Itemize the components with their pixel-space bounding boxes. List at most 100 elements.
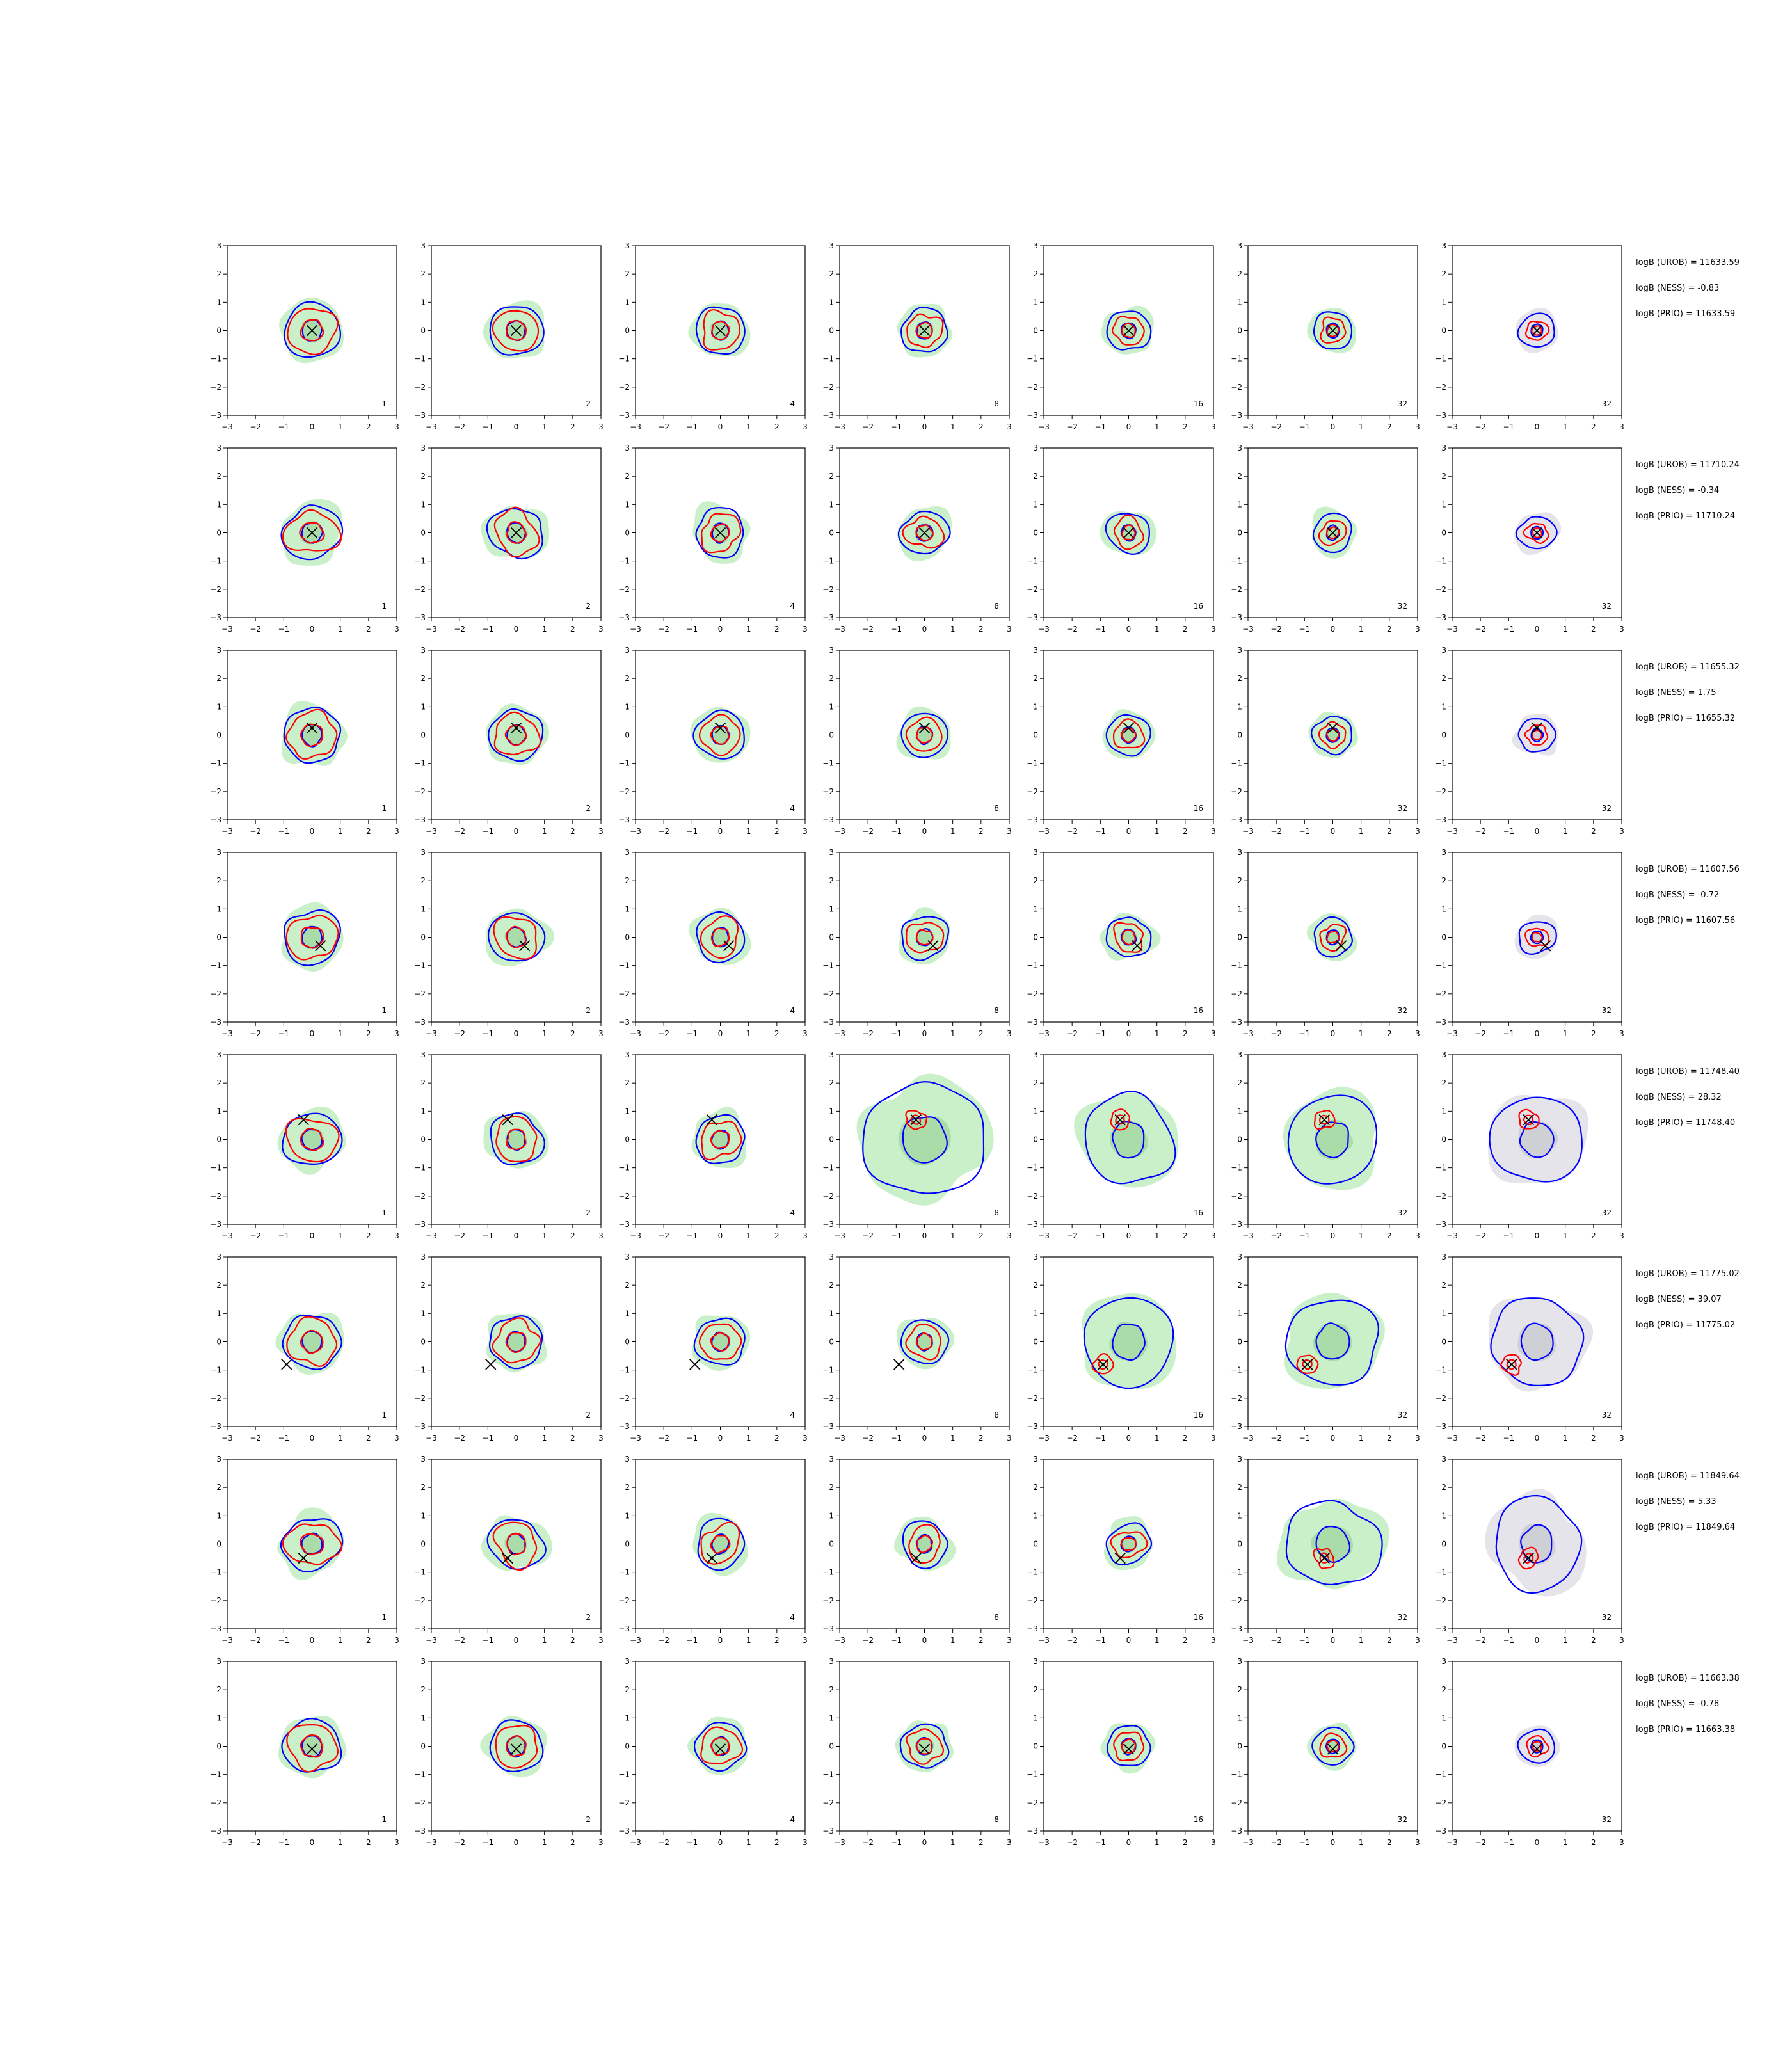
y-tick-label: 3 [420,1657,426,1666]
x-tick-label: 2 [979,1838,984,1847]
x-tick-label: 3 [1007,625,1012,634]
x-tick-label: −3 [630,625,641,634]
red-contour-inner [711,321,730,340]
y-tick-label: 1 [625,702,630,711]
y-tick-label: −2 [1435,383,1446,392]
density-core [300,1128,324,1151]
sample-count-label: 32 [1602,1006,1612,1015]
y-tick-label: 3 [625,646,630,655]
x-tick-label: −3 [221,422,233,431]
y-tick-label: 0 [216,326,221,335]
y-tick-label: 0 [1033,529,1038,538]
y-tick-label: 1 [1237,1107,1242,1116]
x-tick-label: 2 [1591,422,1596,431]
x-tick-label: −1 [686,625,698,634]
red-contour-inner [1523,1114,1534,1126]
x-tick-label: −3 [630,1838,641,1847]
y-tick-label: 3 [216,848,221,857]
x-tick-label: 2 [979,1636,984,1645]
x-tick-label: 3 [1415,625,1420,634]
x-tick-label: 2 [1183,1231,1188,1240]
red-contour-outer [1313,1548,1335,1569]
logb-annotation: logB (NESS) = 1.75 [1636,688,1716,698]
x-tick-label: 2 [1183,1434,1188,1443]
y-tick-label: −3 [210,1018,221,1027]
y-tick-label: −2 [822,989,834,998]
x-tick-label: 2 [979,422,984,431]
subplot-r1-c1: −3−3 −2 −2 −1 −1 0 0 1 1 2 2 3 3 1 [210,241,399,431]
red-contour-inner [506,319,527,341]
red-contour-inner [915,321,933,339]
x-tick-label: 2 [979,1029,984,1038]
x-tick-label: 1 [542,1029,547,1038]
x-tick-label: −1 [686,1434,698,1443]
subplot-r5-c4: −3−3 −2 −2 −1 −1 0 0 1 1 2 2 3 3 8 [822,1050,1012,1240]
y-tick-label: 1 [216,1107,221,1116]
y-tick-label: −1 [1231,557,1242,566]
y-tick-label: 0 [420,326,426,335]
red-contour-outer [285,915,339,961]
x-tick-label: −3 [426,1434,437,1443]
x-tick-label: −3 [221,1636,233,1645]
x-tick-label: 3 [1415,1434,1420,1443]
true-value-marker [714,1743,726,1755]
x-tick-label: −2 [250,1231,261,1240]
x-tick-label: −3 [834,1636,845,1645]
true-value-marker [281,1359,292,1370]
subplot-r1-c5: −3−3 −2 −2 −1 −1 0 0 1 1 2 2 3 3 16 [1027,241,1216,431]
y-tick-label: 3 [1033,1455,1038,1464]
x-tick-label: 0 [514,625,519,634]
y-tick-label: 2 [625,876,630,885]
true-value-marker [306,527,318,539]
x-tick-label: 3 [1619,625,1624,634]
x-tick-label: −1 [890,1029,902,1038]
true-value-marker [485,1359,497,1370]
x-tick-label: 1 [1563,1838,1568,1847]
x-tick-label: 2 [774,827,780,836]
true-value-marker [1531,722,1543,734]
red-contour-outer [1319,1732,1348,1758]
x-tick-label: 3 [1211,827,1216,836]
x-tick-label: −2 [658,1636,669,1645]
y-tick-label: −3 [1435,411,1446,420]
x-tick-label: 2 [1387,422,1392,431]
true-value-marker [910,1552,922,1564]
subplot-r2-c4: −3−3 −2 −2 −1 −1 0 0 1 1 2 2 3 3 8 [822,444,1012,634]
y-tick-label: −2 [822,1394,834,1403]
y-tick-label: 0 [625,1742,630,1751]
x-tick-label: −1 [482,422,493,431]
x-tick-label: 0 [1535,422,1540,431]
red-contour-inner [1319,1552,1330,1564]
y-tick-label: 0 [625,1135,630,1144]
x-tick-label: 0 [514,1636,519,1645]
y-tick-label: 1 [829,1713,834,1722]
y-tick-label: 2 [1441,876,1446,885]
sample-count-label: 2 [586,1411,591,1420]
x-tick-label: −3 [1446,1434,1458,1443]
x-tick-label: −2 [1475,1231,1486,1240]
density-core [506,1330,527,1352]
y-tick-label: −3 [1435,1827,1446,1836]
true-value-marker [1132,940,1143,952]
x-tick-label: 2 [1387,827,1392,836]
x-tick-label: 0 [1126,422,1132,431]
y-tick-label: −2 [1231,787,1242,796]
sample-count-label: 16 [1194,1411,1203,1420]
sample-count-label: 8 [994,1815,999,1824]
y-tick-label: 0 [829,933,834,942]
sample-count-label: 8 [994,1208,999,1217]
x-tick-label: −3 [834,625,845,634]
x-tick-label: 3 [1415,827,1420,836]
logb-annotation: logB (UROB) = 11775.02 [1636,1269,1740,1279]
x-tick-label: 2 [1591,1434,1596,1443]
true-value-marker [723,940,735,952]
y-tick-label: −1 [1435,355,1446,364]
x-tick-label: −1 [482,625,493,634]
x-tick-label: −3 [221,1231,233,1240]
sample-count-label: 4 [790,602,795,611]
true-value-marker [1114,1114,1126,1126]
y-tick-label: 3 [829,1657,834,1666]
y-tick-label: −2 [618,1394,630,1403]
x-tick-label: −2 [454,1029,465,1038]
red-contour-inner [1121,323,1136,338]
